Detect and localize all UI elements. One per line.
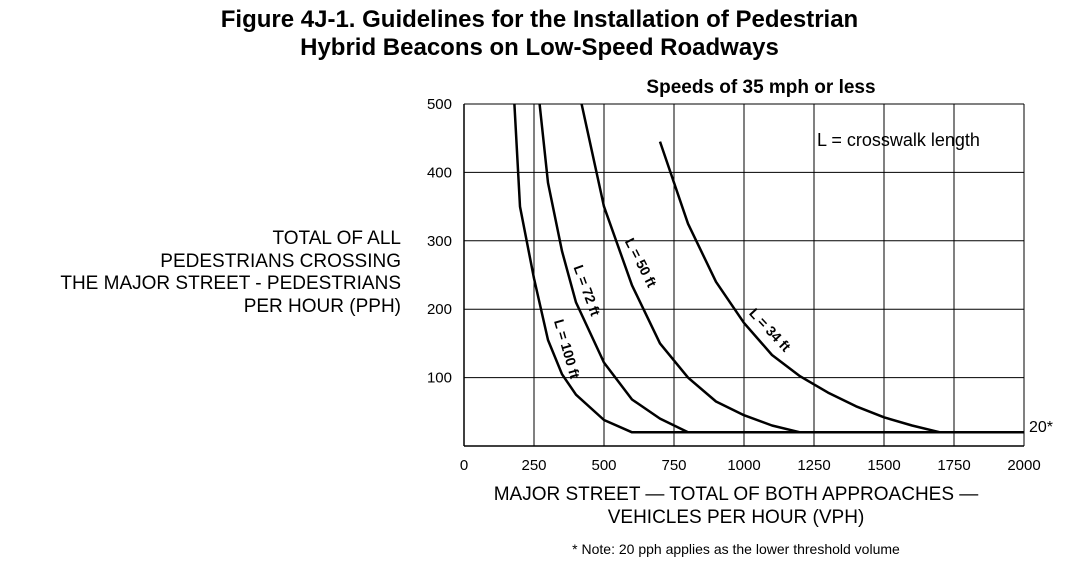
x-tick-label: 1750 (937, 457, 970, 474)
x-tick-label: 0 (460, 457, 468, 474)
x-tick-label: 250 (521, 457, 546, 474)
threshold-label: 20* (1029, 419, 1053, 436)
x-axis-label-line-1: MAJOR STREET — TOTAL OF BOTH APPROACHES … (493, 484, 979, 505)
series-label-2: L = 72 ft (571, 263, 604, 319)
series-label-1: L = 100 ft (551, 317, 583, 380)
x-axis-label-line-2: VEHICLES PER HOUR (VPH) (607, 506, 865, 528)
x-axis-label: MAJOR STREET — TOTAL OF BOTH APPROACHES … (424, 484, 1048, 529)
legend-note: L = crosswalk length (817, 130, 980, 150)
y-axis-label-line-2: PEDESTRIANS CROSSING (160, 250, 401, 272)
grid (463, 103, 1025, 447)
y-axis-label: TOTAL OF ALL PEDESTRIANS CROSSING THE MA… (60, 228, 401, 318)
x-tick-label: 1000 (727, 457, 760, 474)
x-tick-label: 1500 (867, 457, 900, 474)
chart-title-line-2: Hybrid Beacons on Low-Speed Roadways (300, 34, 779, 61)
series-lines: L = 100 ftL = 72 ft L = 50 ft L = 34 ft (513, 103, 1024, 434)
x-tick-label: 2000 (1007, 457, 1040, 474)
y-tick-label: 200 (427, 301, 452, 318)
x-tick-label: 750 (661, 457, 686, 474)
series-line-1 (513, 103, 1024, 434)
series-line-4 (658, 141, 1024, 434)
series-label-3: L = 50 ft (622, 235, 660, 290)
x-tick-label: 500 (591, 457, 616, 474)
y-axis-label-line-1: TOTAL OF ALL (272, 228, 401, 249)
y-tick-label: 500 (427, 96, 452, 113)
series-line-2 (538, 103, 1024, 434)
y-tick-label: 300 (427, 233, 452, 250)
tick-labels: 0 250 500 750 1000 1250 1500 1750 2000 100 200 300 4… (427, 96, 1041, 474)
chart-title: Figure 4J-1. Guidelines for the Installa… (0, 6, 1079, 62)
y-tick-label: 100 (427, 370, 452, 387)
footnote: * Note: 20 pph applies as the lower thre… (572, 541, 900, 557)
series-label-4: L = 34 ft (746, 305, 794, 355)
series-line-3 (580, 103, 1024, 434)
x-tick-label: 1250 (797, 457, 830, 474)
y-axis-label-line-3: THE MAJOR STREET - PEDESTRIANS (60, 273, 401, 294)
chart-title-line-1: Figure 4J-1. Guidelines for the Installa… (220, 6, 859, 33)
y-tick-label: 400 (427, 164, 452, 181)
chart-subtitle: Speeds of 35 mph or less (646, 77, 876, 98)
y-axis-label-line-4: PER HOUR (PPH) (243, 295, 401, 317)
